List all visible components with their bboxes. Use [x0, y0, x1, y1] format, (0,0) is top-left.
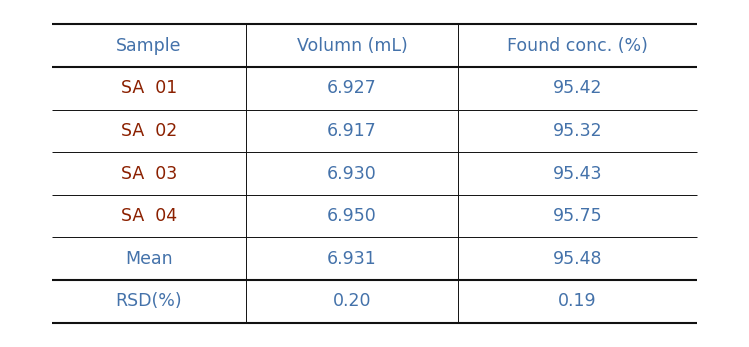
Text: 0.20: 0.20 [333, 293, 372, 311]
Text: Found conc. (%): Found conc. (%) [507, 36, 648, 54]
Text: 6.930: 6.930 [327, 164, 377, 183]
Text: RSD(%): RSD(%) [116, 293, 182, 311]
Text: SA  04: SA 04 [121, 207, 177, 225]
Text: Mean: Mean [125, 250, 173, 268]
Text: 6.931: 6.931 [327, 250, 377, 268]
Text: 0.19: 0.19 [558, 293, 597, 311]
Text: 6.927: 6.927 [327, 79, 377, 97]
Text: 95.75: 95.75 [553, 207, 602, 225]
Text: 6.950: 6.950 [327, 207, 377, 225]
Text: 95.43: 95.43 [553, 164, 602, 183]
Text: Sample: Sample [116, 36, 182, 54]
Text: SA  03: SA 03 [121, 164, 178, 183]
Text: SA  02: SA 02 [121, 122, 178, 140]
Text: 95.32: 95.32 [553, 122, 602, 140]
Text: 6.917: 6.917 [327, 122, 377, 140]
Text: SA  01: SA 01 [121, 79, 178, 97]
Text: 95.48: 95.48 [553, 250, 602, 268]
Text: Volumn (mL): Volumn (mL) [297, 36, 407, 54]
Text: 95.42: 95.42 [553, 79, 602, 97]
